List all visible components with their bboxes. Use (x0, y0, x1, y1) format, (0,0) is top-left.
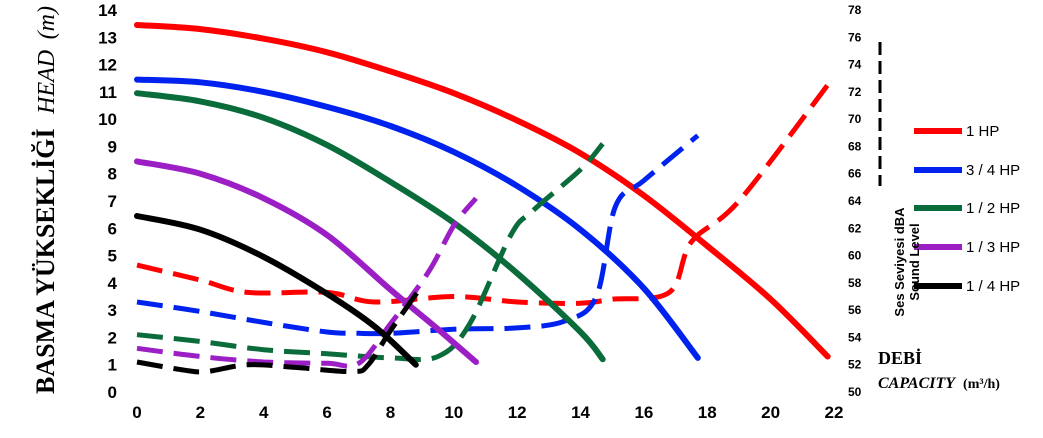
y-tick-label: 1 (108, 356, 117, 375)
sound-curve-series-2 (136, 133, 700, 337)
head-curve-series-4 (134, 158, 479, 365)
y2-axis-sublabel: Sound Level (907, 223, 922, 300)
y-tick-label: 9 (108, 137, 117, 156)
y2-tick-label: 58 (848, 276, 862, 290)
y2-tick-label: 66 (848, 167, 862, 181)
y2-tick-label: 68 (848, 139, 862, 153)
x-tick-label: 10 (444, 403, 463, 422)
head-curve-series-2 (134, 76, 701, 361)
head-curve-series-3 (134, 90, 606, 363)
head-curve-series-1 (134, 22, 831, 360)
y-tick-label: 6 (108, 219, 117, 238)
y2-tick-label: 54 (848, 330, 862, 344)
x-tick-label: 16 (634, 403, 653, 422)
y2-tick-label: 64 (848, 194, 862, 208)
y2-tick-label: 74 (848, 58, 862, 72)
x-tick-label: 22 (825, 403, 844, 422)
y-tick-label: 14 (98, 1, 117, 20)
sound-curve-series-4 (136, 196, 478, 369)
legend-label: 1 / 4 HP (966, 278, 1020, 295)
curves (134, 22, 831, 375)
x-tick-label: 0 (132, 403, 141, 422)
x-tick-label: 8 (386, 403, 395, 422)
x-tick-label: 18 (698, 403, 717, 422)
sound-curve-series-5 (136, 284, 425, 375)
y-tick-label: 12 (98, 56, 117, 75)
y2-tick-label: 72 (848, 85, 862, 99)
x-axis-sublabel: CAPACITY (m³/h) (878, 375, 1000, 392)
y2-tick-label: 78 (848, 3, 862, 17)
y2-tick-label: 62 (848, 221, 862, 235)
legend: 1 HP 3 / 4 HP 1 / 2 HP 1 / 3 HP 1 / 4 HP (914, 123, 1020, 295)
y2-tick-label: 76 (848, 30, 862, 44)
y-tick-label: 2 (108, 328, 117, 347)
legend-label: 3 / 4 HP (966, 162, 1020, 179)
y2-tick-label: 52 (848, 358, 862, 372)
y-tick-label: 4 (108, 274, 118, 293)
y2-tick-label: 60 (848, 249, 862, 263)
y2-axis-label: Ses Seviyesi dBA (892, 207, 907, 317)
y-tick-label: 7 (108, 192, 117, 211)
y-tick-label: 8 (108, 165, 117, 184)
x-tick-label: 2 (196, 403, 205, 422)
x-tick-label: 20 (761, 403, 780, 422)
legend-label: 1 HP (966, 123, 999, 140)
x-tick-label: 6 (322, 403, 331, 422)
y-tick-label: 11 (99, 83, 117, 102)
y2-tick-label: 56 (848, 303, 862, 317)
y-tick-label: 10 (98, 110, 117, 129)
y-tick-label: 0 (108, 383, 117, 402)
x-tick-label: 4 (259, 403, 269, 422)
y-axis-label: BASMA YÜKSEKLİĞİ HEAD (m) (31, 6, 60, 394)
x-tick-label: 12 (508, 403, 527, 422)
legend-label: 1 / 3 HP (966, 239, 1020, 256)
x-axis-label: DEBİ (878, 348, 922, 368)
sound-curve-series-3 (136, 142, 605, 363)
y-tick-label: 5 (108, 247, 117, 266)
legend-label: 1 / 2 HP (966, 200, 1020, 217)
head-curve-series-5 (134, 213, 419, 368)
y-tick-label: 13 (98, 28, 117, 47)
y2-tick-label: 70 (848, 112, 862, 126)
sound-curve-series-1 (136, 83, 830, 306)
y-tick-label: 3 (108, 301, 117, 320)
y2-tick-label: 50 (848, 385, 862, 399)
x-tick-label: 14 (571, 403, 590, 422)
